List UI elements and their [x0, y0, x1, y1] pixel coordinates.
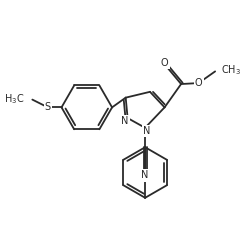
Text: H$_3$C: H$_3$C — [4, 93, 25, 107]
Text: O: O — [195, 78, 203, 88]
Text: N: N — [121, 116, 128, 126]
Text: S: S — [45, 102, 51, 112]
Text: O: O — [161, 58, 168, 68]
Text: N: N — [142, 170, 149, 181]
Text: CH$_3$: CH$_3$ — [221, 64, 241, 77]
Text: N: N — [143, 126, 151, 136]
